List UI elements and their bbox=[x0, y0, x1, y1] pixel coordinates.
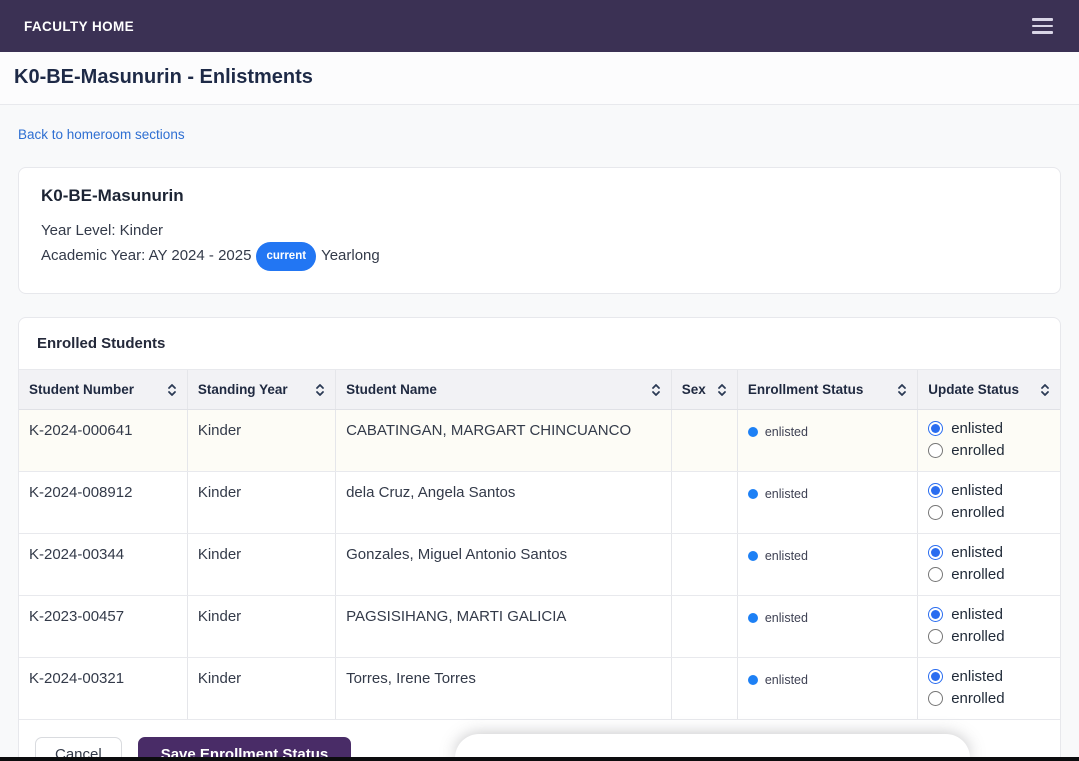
cell-sex bbox=[670, 409, 738, 472]
cell-sex bbox=[670, 657, 738, 720]
col-header-update-status[interactable]: Update Status bbox=[917, 370, 1060, 410]
page-title-bar: K0-BE-Masunurin - Enlistments bbox=[0, 52, 1079, 105]
radio-enrolled[interactable]: enrolled bbox=[928, 566, 1050, 583]
cell-enrollment-status: enlisted bbox=[736, 409, 918, 472]
hamburger-menu-icon[interactable] bbox=[1030, 14, 1055, 38]
cell-student-name: Gonzales, Miguel Antonio Santos bbox=[335, 533, 672, 596]
sort-icon[interactable] bbox=[1040, 383, 1050, 397]
radio-enrolled[interactable]: enrolled bbox=[928, 690, 1050, 707]
academic-year-text: Academic Year: AY 2024 - 2025 bbox=[41, 247, 252, 264]
cell-standing-year: Kinder bbox=[186, 595, 336, 658]
table-row: K-2024-00321 Kinder Torres, Irene Torres… bbox=[19, 657, 1060, 720]
cell-student-number: K-2024-00344 bbox=[19, 533, 188, 596]
cell-update-status: enlisted enrolled bbox=[917, 595, 1060, 658]
cell-update-status: enlisted enrolled bbox=[917, 471, 1060, 534]
cell-enrollment-status: enlisted bbox=[736, 471, 918, 534]
col-header-student-name[interactable]: Student Name bbox=[335, 370, 672, 410]
cell-student-name: CABATINGAN, MARGART CHINCUANCO bbox=[335, 409, 672, 472]
bottom-screen-edge bbox=[0, 757, 1079, 761]
main-content: Back to homeroom sections K0-BE-Masunuri… bbox=[0, 105, 1079, 761]
cell-student-number: K-2023-00457 bbox=[19, 595, 188, 658]
section-info-card: K0-BE-Masunurin Year Level: Kinder Acade… bbox=[18, 167, 1061, 294]
academic-year-line: Academic Year: AY 2024 - 2025 current Year… bbox=[41, 242, 1038, 271]
status-dot-icon bbox=[747, 551, 758, 561]
sort-icon[interactable] bbox=[315, 383, 325, 397]
radio-enlisted[interactable]: enlisted bbox=[928, 606, 1050, 623]
cell-student-name: Torres, Irene Torres bbox=[335, 657, 672, 720]
col-header-enrollment-status[interactable]: Enrollment Status bbox=[736, 370, 918, 410]
sort-icon[interactable] bbox=[897, 383, 907, 397]
col-header-standing-year[interactable]: Standing Year bbox=[186, 370, 336, 410]
sort-icon[interactable] bbox=[167, 383, 177, 397]
radio-enrolled[interactable]: enrolled bbox=[928, 442, 1050, 459]
enrolled-students-header: Enrolled Students bbox=[19, 318, 1060, 370]
cell-update-status: enlisted enrolled bbox=[917, 409, 1060, 472]
sort-icon[interactable] bbox=[651, 383, 661, 397]
radio-enrolled[interactable]: enrolled bbox=[928, 628, 1050, 645]
status-dot-icon bbox=[747, 489, 758, 499]
enrolled-students-title: Enrolled Students bbox=[37, 335, 166, 352]
cell-standing-year: Kinder bbox=[186, 471, 336, 534]
cell-update-status: enlisted enrolled bbox=[917, 657, 1060, 720]
col-header-sex[interactable]: Sex bbox=[670, 370, 738, 410]
table-row: K-2024-00344 Kinder Gonzales, Miguel Ant… bbox=[19, 533, 1060, 596]
radio-enlisted[interactable]: enlisted bbox=[928, 544, 1050, 561]
page-title: K0-BE-Masunurin - Enlistments bbox=[14, 66, 313, 88]
cell-student-name: dela Cruz, Angela Santos bbox=[335, 471, 672, 534]
radio-enlisted[interactable]: enlisted bbox=[928, 482, 1050, 499]
cell-student-number: K-2024-00321 bbox=[19, 657, 188, 720]
section-name: K0-BE-Masunurin bbox=[41, 186, 184, 205]
table-row: K-2023-00457 Kinder PAGSISIHANG, MARTI G… bbox=[19, 595, 1060, 658]
cell-enrollment-status: enlisted bbox=[736, 595, 918, 658]
radio-enrolled[interactable]: enrolled bbox=[928, 504, 1050, 521]
cell-standing-year: Kinder bbox=[186, 409, 336, 472]
table-header-row: Student Number Standing Year Student Nam… bbox=[19, 370, 1060, 410]
cell-sex bbox=[670, 533, 738, 596]
status-dot-icon bbox=[747, 613, 758, 623]
year-level-line: Year Level: Kinder bbox=[41, 222, 164, 239]
cell-enrollment-status: enlisted bbox=[736, 533, 918, 596]
radio-enlisted[interactable]: enlisted bbox=[928, 420, 1050, 437]
cell-student-number: K-2024-008912 bbox=[19, 471, 188, 534]
students-table: Student Number Standing Year Student Nam… bbox=[19, 370, 1060, 720]
table-row: K-2024-008912 Kinder dela Cruz, Angela S… bbox=[19, 471, 1060, 534]
cell-sex bbox=[670, 595, 738, 658]
top-navbar: FACULTY HOME bbox=[0, 0, 1079, 52]
table-row: K-2024-000641 Kinder CABATINGAN, MARGART… bbox=[19, 409, 1060, 472]
brand-title: FACULTY HOME bbox=[24, 18, 135, 34]
status-dot-icon bbox=[747, 675, 758, 685]
sort-icon[interactable] bbox=[717, 383, 727, 397]
radio-enlisted[interactable]: enlisted bbox=[928, 668, 1050, 685]
cell-student-number: K-2024-000641 bbox=[19, 409, 188, 472]
current-badge: current bbox=[256, 242, 317, 271]
back-to-homeroom-link[interactable]: Back to homeroom sections bbox=[18, 127, 185, 142]
col-header-student-number[interactable]: Student Number bbox=[19, 370, 188, 410]
enrolled-students-card: Enrolled Students Student Number Standin… bbox=[18, 317, 1061, 761]
cell-student-name: PAGSISIHANG, MARTI GALICIA bbox=[335, 595, 672, 658]
term-text: Yearlong bbox=[321, 247, 380, 264]
cell-standing-year: Kinder bbox=[186, 533, 336, 596]
cell-enrollment-status: enlisted bbox=[736, 657, 918, 720]
status-dot-icon bbox=[747, 427, 758, 437]
cell-standing-year: Kinder bbox=[186, 657, 336, 720]
bottom-sheet-peek bbox=[455, 734, 970, 758]
cell-update-status: enlisted enrolled bbox=[917, 533, 1060, 596]
cell-sex bbox=[670, 471, 738, 534]
